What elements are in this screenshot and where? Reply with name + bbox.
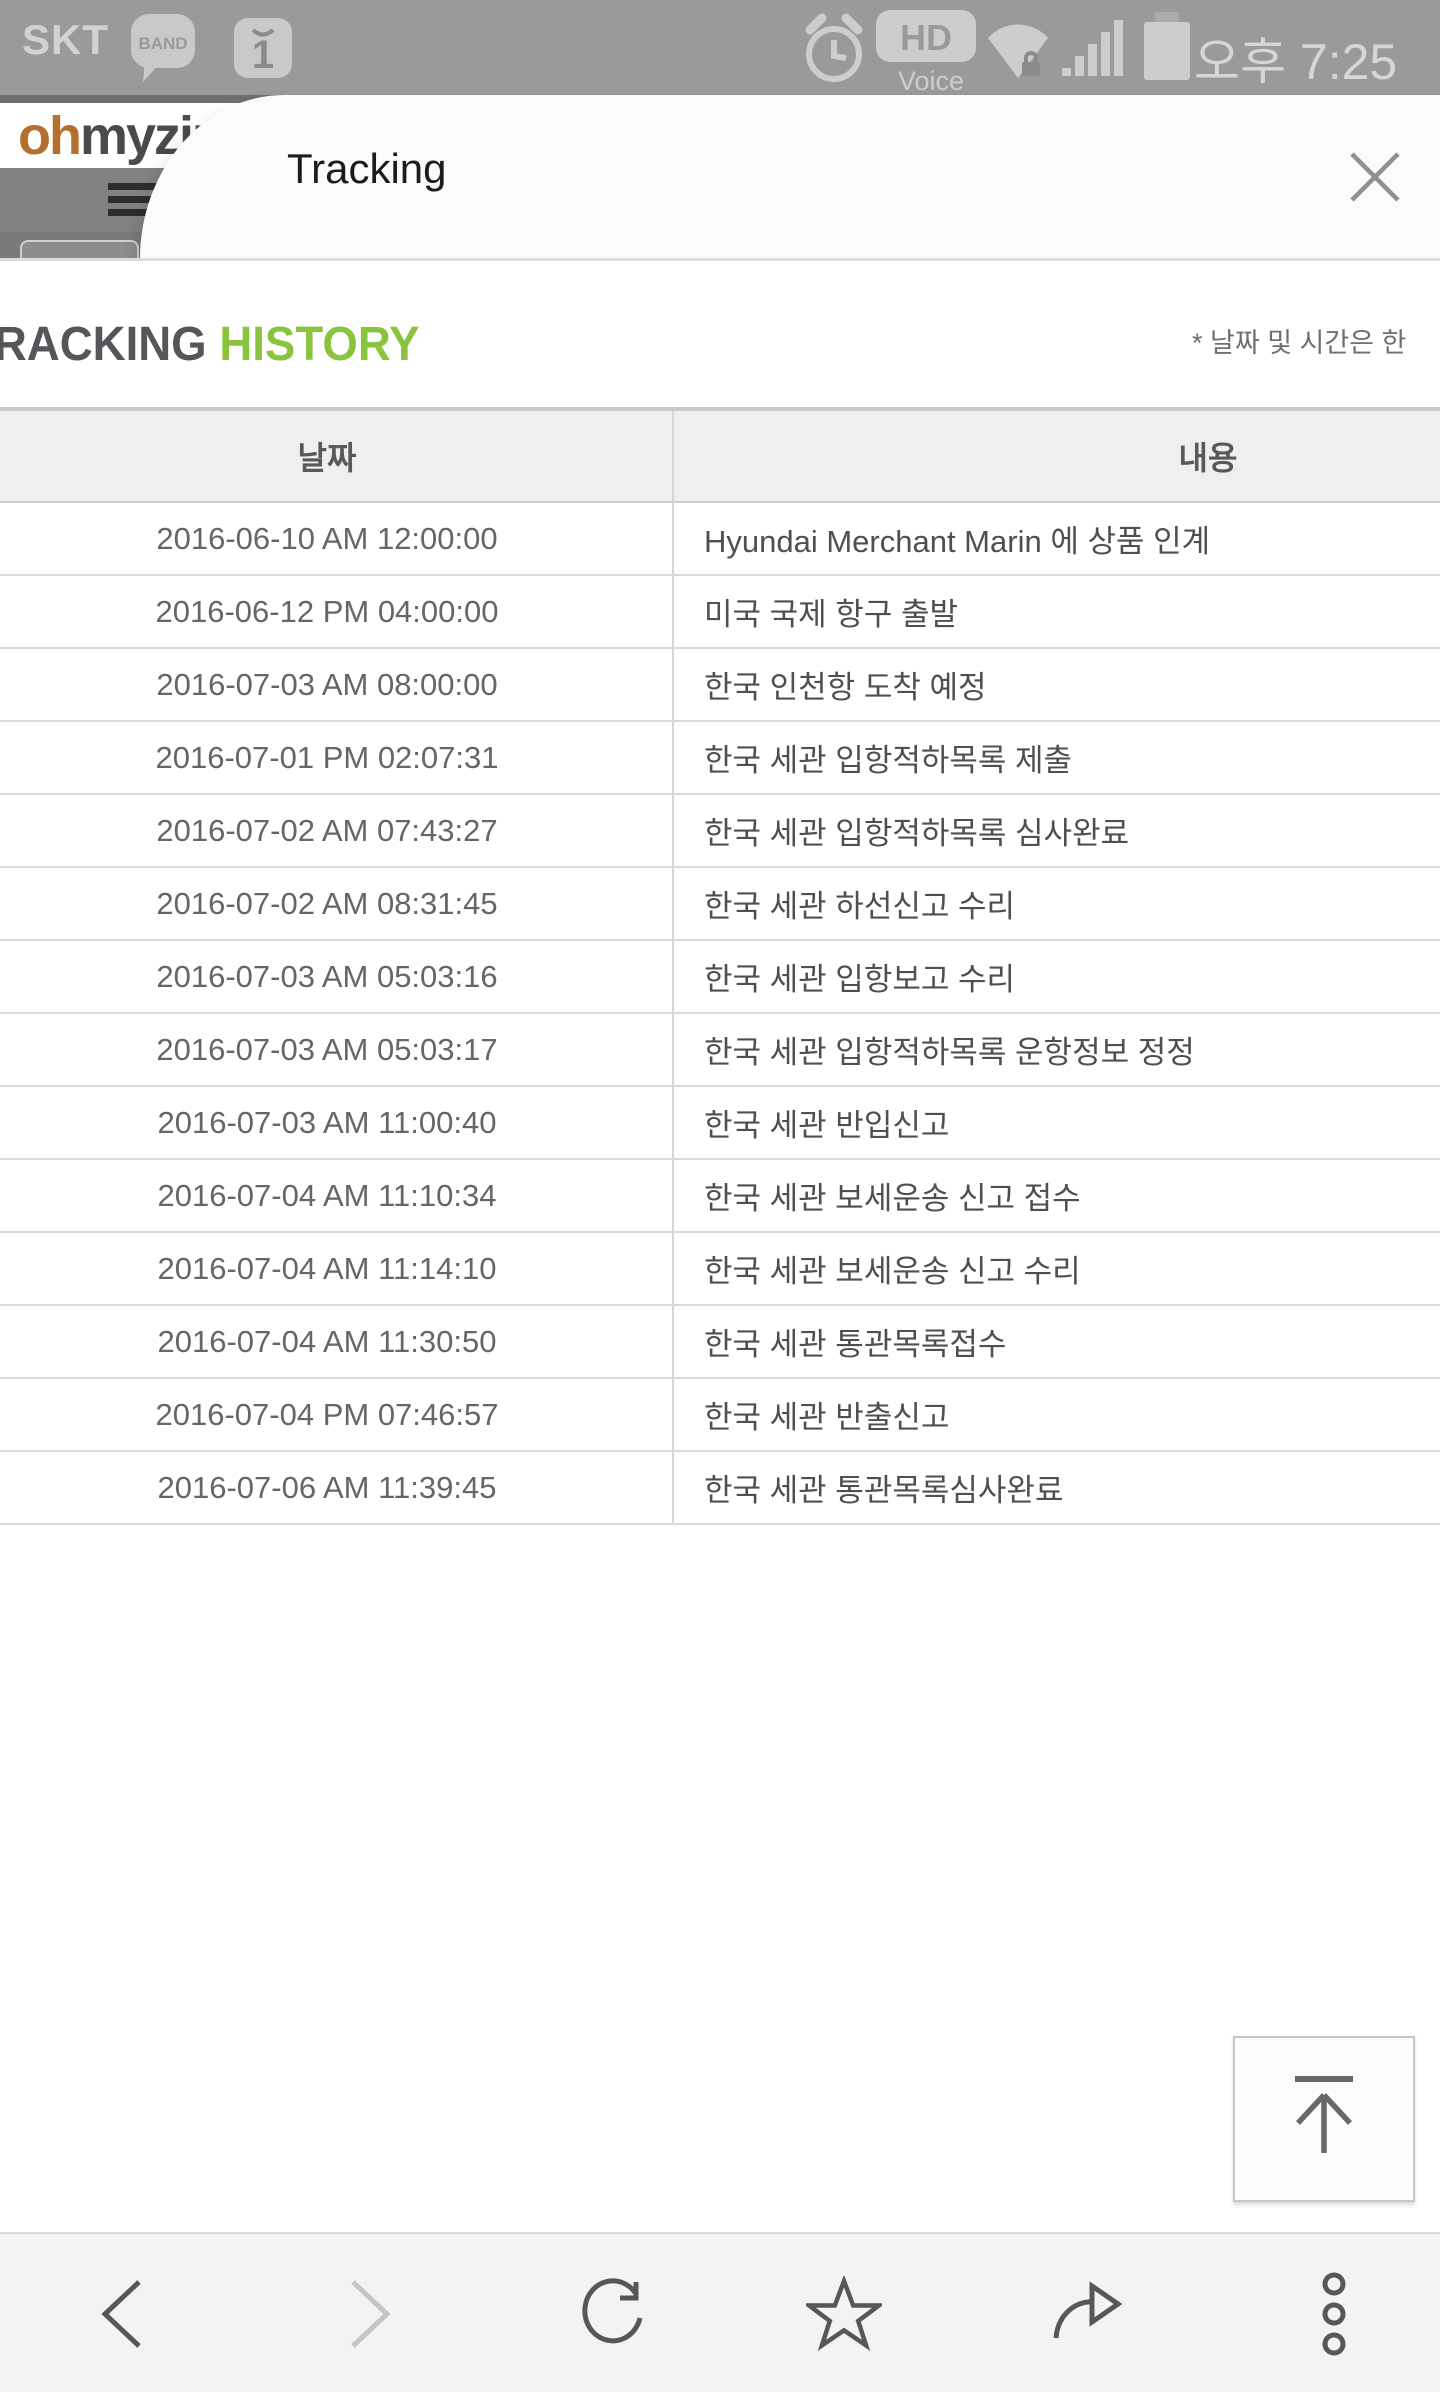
tracking-table: 날짜 내용 2016-06-10 AM 12:00:00 Hyundai Mer… bbox=[0, 407, 1440, 1525]
table-row: 2016-07-02 AM 08:31:45 한국 세관 하선신고 수리 bbox=[0, 868, 1440, 941]
hd-voice-icon: HD Voice bbox=[876, 10, 976, 94]
row-date: 2016-06-10 AM 12:00:00 bbox=[156, 520, 498, 556]
row-date: 2016-07-04 AM 11:14:10 bbox=[157, 1250, 497, 1286]
status-bar: SKT BAND 1 HD Voice 오후 7:25 bbox=[0, 0, 1440, 95]
back-icon bbox=[101, 2280, 141, 2348]
svg-text:HD: HD bbox=[900, 17, 952, 58]
one-app-icon: 1 bbox=[234, 18, 292, 78]
timezone-note: * 날짜 및 시간은 한 bbox=[1192, 328, 1407, 358]
scroll-to-top-button[interactable] bbox=[1233, 2036, 1415, 2202]
more-dots-icon bbox=[1322, 2272, 1346, 2356]
row-content: 한국 세관 입항적하목록 제출 bbox=[672, 722, 1440, 793]
row-content: 한국 인천항 도착 예정 bbox=[672, 649, 1440, 720]
row-date: 2016-07-03 AM 05:03:17 bbox=[156, 1031, 498, 1067]
table-row: 2016-07-04 AM 11:14:10 한국 세관 보세운송 신고 수리 bbox=[0, 1233, 1440, 1306]
row-date: 2016-07-01 PM 02:07:31 bbox=[155, 739, 499, 775]
column-header-date: 날짜 bbox=[297, 440, 357, 476]
table-row: 2016-07-04 AM 11:10:34 한국 세관 보세운송 신고 접수 bbox=[0, 1160, 1440, 1233]
more-menu-button[interactable] bbox=[1274, 2254, 1394, 2374]
row-date: 2016-07-06 AM 11:39:45 bbox=[157, 1469, 497, 1505]
clock-time: 오후 7:25 bbox=[1194, 34, 1398, 90]
share-button[interactable] bbox=[1028, 2254, 1148, 2374]
table-row: 2016-07-02 AM 07:43:27 한국 세관 입항적하목록 심사완료 bbox=[0, 795, 1440, 868]
browser-toolbar bbox=[0, 2232, 1440, 2392]
row-date: 2016-07-04 AM 11:10:34 bbox=[157, 1177, 497, 1213]
svg-text:1: 1 bbox=[252, 33, 274, 77]
row-content: 한국 세관 보세운송 신고 접수 bbox=[672, 1160, 1440, 1231]
column-header-content: 내용 bbox=[672, 411, 1440, 501]
row-date: 2016-07-02 AM 07:43:27 bbox=[156, 812, 498, 848]
bookmark-button[interactable] bbox=[784, 2254, 904, 2374]
page-title-gray: TRACKING bbox=[0, 318, 207, 371]
forward-icon bbox=[351, 2280, 391, 2348]
row-date: 2016-07-04 PM 07:46:57 bbox=[155, 1396, 499, 1432]
alarm-icon bbox=[805, 13, 863, 82]
row-content: 한국 세관 보세운송 신고 수리 bbox=[672, 1233, 1440, 1304]
table-row: 2016-07-03 AM 08:00:00 한국 인천항 도착 예정 bbox=[0, 649, 1440, 722]
forward-button[interactable] bbox=[308, 2254, 428, 2374]
page-title: TRACKING HISTORY bbox=[0, 317, 419, 372]
row-content: 한국 세관 반출신고 bbox=[672, 1379, 1440, 1450]
signal-icon bbox=[1062, 20, 1123, 76]
page-title-green: HISTORY bbox=[219, 318, 420, 371]
table-row: 2016-07-04 PM 07:46:57 한국 세관 반출신고 bbox=[0, 1379, 1440, 1452]
logo-orange-part: oh bbox=[18, 106, 82, 166]
table-row: 2016-07-03 AM 05:03:16 한국 세관 입항보고 수리 bbox=[0, 941, 1440, 1014]
band-app-icon: BAND bbox=[131, 14, 195, 82]
modal-title: Tracking bbox=[287, 145, 447, 192]
hd-voice-sub: Voice bbox=[898, 66, 964, 94]
row-content: 한국 세관 통관목록접수 bbox=[672, 1306, 1440, 1377]
table-row: 2016-07-01 PM 02:07:31 한국 세관 입항적하목록 제출 bbox=[0, 722, 1440, 795]
wifi-icon bbox=[988, 24, 1048, 78]
refresh-button[interactable] bbox=[554, 2254, 674, 2374]
table-row: 2016-06-12 PM 04:00:00 미국 국제 항구 출발 bbox=[0, 576, 1440, 649]
row-content: 한국 세관 입항적하목록 운항정보 정정 bbox=[672, 1014, 1440, 1085]
scroll-top-icon bbox=[1295, 2076, 1353, 2153]
row-date: 2016-06-12 PM 04:00:00 bbox=[155, 593, 499, 629]
modal-body: TRACKING HISTORY * 날짜 및 시간은 한 날짜 내용 2016… bbox=[0, 261, 1440, 2232]
table-row: 2016-07-03 AM 05:03:17 한국 세관 입항적하목록 운항정보… bbox=[0, 1014, 1440, 1087]
row-date: 2016-07-02 AM 08:31:45 bbox=[156, 885, 498, 921]
row-date: 2016-07-04 AM 11:30:50 bbox=[157, 1323, 497, 1359]
share-icon bbox=[1053, 2281, 1123, 2339]
svg-text:BAND: BAND bbox=[138, 34, 187, 53]
hamburger-icon[interactable] bbox=[108, 183, 162, 219]
battery-icon bbox=[1144, 12, 1190, 80]
modal-header-divider bbox=[0, 258, 1440, 261]
table-row: 2016-07-06 AM 11:39:45 한국 세관 통관목록심사완료 bbox=[0, 1452, 1440, 1525]
row-content: 미국 국제 항구 출발 bbox=[672, 576, 1440, 647]
row-content: 한국 세관 하선신고 수리 bbox=[672, 868, 1440, 939]
tracking-table-body: 2016-06-10 AM 12:00:00 Hyundai Merchant … bbox=[0, 503, 1440, 1525]
table-row: 2016-07-04 AM 11:30:50 한국 세관 통관목록접수 bbox=[0, 1306, 1440, 1379]
star-icon bbox=[806, 2276, 882, 2351]
carrier-label: SKT bbox=[22, 16, 109, 63]
close-icon[interactable] bbox=[1336, 138, 1416, 218]
row-content: Hyundai Merchant Marin 에 상품 인계 bbox=[672, 503, 1440, 574]
table-row: 2016-07-03 AM 11:00:40 한국 세관 반입신고 bbox=[0, 1087, 1440, 1160]
row-content: 한국 세관 반입신고 bbox=[672, 1087, 1440, 1158]
row-date: 2016-07-03 AM 05:03:16 bbox=[156, 958, 498, 994]
row-content: 한국 세관 입항보고 수리 bbox=[672, 941, 1440, 1012]
row-date: 2016-07-03 AM 08:00:00 bbox=[156, 666, 498, 702]
table-header-row: 날짜 내용 bbox=[0, 407, 1440, 503]
table-row: 2016-06-10 AM 12:00:00 Hyundai Merchant … bbox=[0, 503, 1440, 576]
back-button[interactable] bbox=[64, 2254, 184, 2374]
tracking-modal-header bbox=[140, 95, 1440, 259]
row-content: 한국 세관 입항적하목록 심사완료 bbox=[672, 795, 1440, 866]
row-content: 한국 세관 통관목록심사완료 bbox=[672, 1452, 1440, 1523]
refresh-icon bbox=[582, 2278, 643, 2344]
row-date: 2016-07-03 AM 11:00:40 bbox=[157, 1104, 497, 1140]
